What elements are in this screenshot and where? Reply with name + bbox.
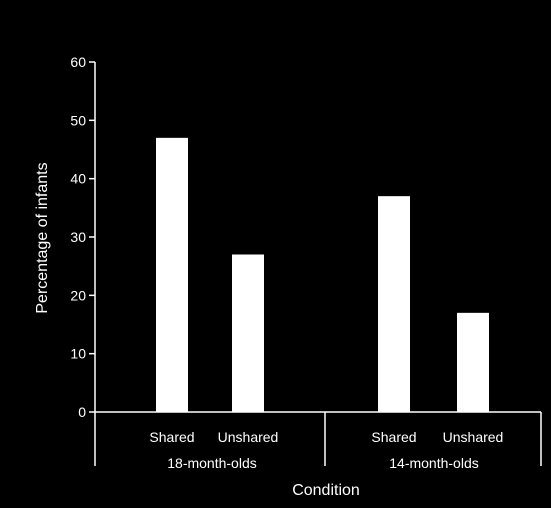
- y-tick-label: 10: [70, 346, 86, 362]
- y-tick-label: 50: [70, 112, 86, 128]
- y-tick-label: 40: [70, 171, 86, 187]
- y-axis: 0 10 20 30 40 50 60: [70, 54, 96, 420]
- x-category-label: Shared: [149, 429, 194, 445]
- y-tick-label: 30: [70, 229, 86, 245]
- y-axis-title: Percentage of infants: [34, 162, 51, 313]
- bar-14-month-olds-Shared: [378, 196, 410, 412]
- bar-18-month-olds-Unshared: [232, 254, 264, 412]
- y-tick-label: 60: [70, 54, 86, 70]
- y-tick-label: 0: [78, 404, 86, 420]
- x-group-label: 14-month-olds: [389, 455, 479, 471]
- bar-18-month-olds-Shared: [156, 137, 188, 413]
- y-tick-label: 20: [70, 287, 86, 303]
- x-category-label: Unshared: [218, 429, 279, 445]
- bar-14-month-olds-Unshared: [457, 312, 489, 412]
- x-axis-title: Condition: [292, 482, 360, 499]
- x-category-label: Unshared: [443, 429, 504, 445]
- x-group-label: 18-month-olds: [167, 455, 257, 471]
- bars: [156, 137, 489, 413]
- x-category-label: Shared: [371, 429, 416, 445]
- x-axis: Shared Unshared 18-month-olds Shared Unshare…: [94, 411, 542, 471]
